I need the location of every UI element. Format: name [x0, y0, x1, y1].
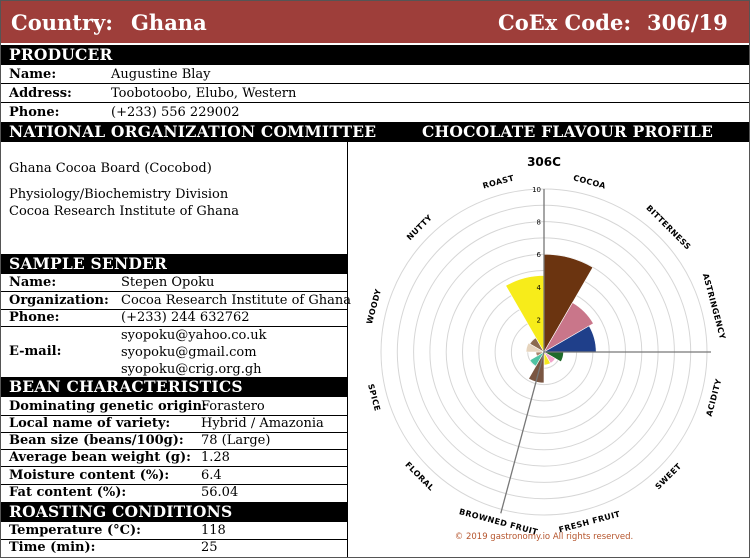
bean-size-label: Bean size (beans/100g):	[9, 433, 184, 448]
column-divider	[347, 142, 348, 557]
bean-weight-value: 1.28	[201, 450, 230, 465]
bean-size-value: 78 (Large)	[201, 433, 271, 448]
sender-phone-label: Phone:	[9, 310, 60, 325]
divider	[1, 432, 347, 433]
divider	[1, 484, 347, 485]
bean-weight-label: Average bean weight (g):	[9, 450, 191, 465]
noc-line-3: Cocoa Research Institute of Ghana	[9, 204, 239, 219]
bean-fat-label: Fat content (%):	[9, 485, 127, 500]
roasting-time-value: 25	[201, 540, 218, 555]
bean-fat-value: 56.04	[201, 485, 239, 500]
category-label-spice: SPICE	[366, 383, 382, 412]
chart-panel-heading: CHOCOLATE FLAVOUR PROFILE	[422, 122, 714, 141]
coex-code-label: CoEx Code:	[498, 10, 632, 35]
sender-email-2: syopoku@gmail.com	[121, 345, 257, 360]
sender-email-label: E-mail:	[9, 344, 62, 359]
divider	[1, 291, 347, 292]
country-label: Country:	[11, 10, 113, 35]
sender-email-1: syopoku@yahoo.co.uk	[121, 328, 267, 343]
sender-name-label: Name:	[9, 275, 57, 290]
wedge-woody	[525, 342, 546, 353]
producer-name-value: Augustine Blay	[111, 67, 211, 82]
producer-address-value: Toobotoobo, Elubo, Western	[111, 86, 297, 101]
sender-org-label: Organization:	[9, 293, 109, 308]
header-bar: Country: Ghana CoEx Code: 306/19	[1, 1, 749, 43]
roasting-temp-value: 118	[201, 523, 226, 538]
country-value: Ghana	[131, 10, 207, 35]
category-label-nutty: NUTTY	[405, 213, 434, 242]
wedge-bitterness	[543, 302, 594, 353]
category-label-roast: ROAST	[482, 173, 516, 190]
category-label-woody: WOODY	[365, 288, 383, 325]
flavour-profile-chart: 2 4 6 8 10 COCOA BITTERNESS ASTRINGENCY ACIDITY…	[365, 155, 727, 542]
chart-title: 306C	[527, 155, 561, 169]
producer-phone-value: (+233) 556 229002	[111, 105, 240, 120]
category-label-floral: FLORAL	[403, 460, 435, 492]
divider	[1, 415, 347, 416]
bean-moisture-value: 6.4	[201, 468, 222, 483]
sender-name-value: Stepen Opoku	[121, 275, 215, 290]
radial-tick-label: 8	[537, 219, 541, 227]
chart-copyright: © 2019 gastronomy.io All rights reserved…	[455, 532, 633, 542]
noc-line-1: Ghana Cocoa Board (Cocobod)	[9, 161, 212, 176]
roasting-time-label: Time (min):	[9, 540, 96, 555]
sender-org-value: Cocoa Research Institute of Ghana	[121, 293, 351, 308]
producer-phone-label: Phone:	[9, 105, 60, 120]
radial-tick-label: 10	[532, 186, 541, 194]
bean-variety-label: Local name of variety:	[9, 416, 171, 431]
bean-heading: BEAN CHARACTERISTICS	[1, 377, 347, 397]
roasting-heading: ROASTING CONDITIONS	[1, 502, 347, 522]
divider	[1, 326, 347, 327]
divider	[1, 449, 347, 450]
sender-phone-value: (+233) 244 632762	[121, 310, 250, 325]
producer-name-label: Name:	[9, 67, 57, 82]
category-label-cocoa: COCOA	[572, 173, 607, 190]
radial-tick-label: 2	[537, 316, 541, 324]
category-label-bitterness: BITTERNESS	[644, 203, 692, 251]
category-label-astringency: ASTRINGENCY	[701, 272, 727, 340]
coex-code-value: 306/19	[647, 10, 728, 35]
roasting-temp-label: Temperature (°C):	[9, 523, 141, 538]
divider	[1, 102, 749, 103]
radial-tick-label: 4	[537, 284, 542, 292]
category-label-sweet: SWEET	[654, 462, 684, 492]
noc-heading: NATIONAL ORGANIZATION COMMITTEE	[1, 122, 749, 142]
radial-tick-label: 6	[537, 251, 542, 259]
sender-email-3: syopoku@crig.org.gh	[121, 362, 262, 377]
producer-heading: PRODUCER	[1, 45, 749, 65]
bean-origin-value: Forastero	[201, 399, 265, 414]
sender-heading: SAMPLE SENDER	[1, 254, 347, 274]
divider	[1, 466, 347, 467]
producer-address-label: Address:	[9, 86, 72, 101]
divider	[1, 539, 347, 540]
divider	[1, 309, 347, 310]
divider	[1, 83, 749, 84]
reference-axis-southwest	[500, 351, 545, 514]
noc-line-2: Physiology/Biochemistry Division	[9, 187, 229, 202]
category-label-acidity: ACIDITY	[705, 378, 724, 418]
wedge-floral	[529, 351, 545, 367]
bean-variety-value: Hybrid / Amazonia	[201, 416, 324, 431]
bean-moisture-label: Moisture content (%):	[9, 468, 170, 483]
bean-origin-label: Dominating genetic origin:	[9, 399, 207, 414]
